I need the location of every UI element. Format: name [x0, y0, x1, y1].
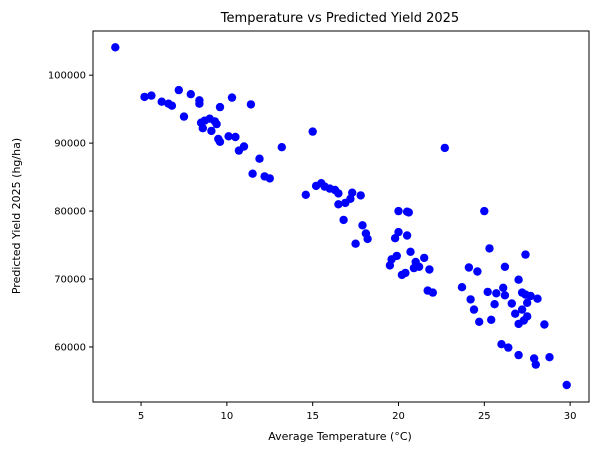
chart-title: Temperature vs Predicted Yield 2025 — [220, 11, 459, 26]
data-point — [231, 132, 240, 142]
data-point — [339, 215, 348, 225]
data-point — [351, 239, 360, 248]
y-tick-label: 90000 — [54, 139, 86, 150]
data-point — [500, 262, 510, 271]
data-point — [469, 305, 479, 314]
data-point — [440, 143, 449, 153]
data-point — [473, 267, 482, 276]
data-point — [356, 191, 365, 200]
y-tick-label: 100000 — [48, 71, 86, 82]
data-point — [523, 298, 532, 307]
data-point — [179, 112, 189, 121]
data-point — [562, 380, 571, 390]
data-point — [255, 154, 264, 163]
data-point — [414, 262, 424, 271]
x-tick-label: 20 — [392, 411, 405, 422]
x-tick-label: 25 — [478, 411, 491, 422]
data-point — [499, 283, 508, 292]
data-point — [511, 309, 520, 318]
data-point — [394, 227, 403, 237]
data-point — [526, 291, 535, 301]
data-point — [521, 250, 530, 259]
data-point — [363, 234, 372, 244]
data-point — [457, 283, 467, 292]
data-point — [533, 294, 542, 303]
data-point — [174, 85, 183, 95]
y-axis-label: Predicted Yield 2025 (hg/ha) — [10, 138, 23, 294]
data-point — [224, 132, 233, 141]
data-point — [402, 231, 412, 240]
data-point — [195, 99, 204, 108]
data-point — [227, 93, 237, 102]
data-point — [466, 295, 475, 304]
data-point — [215, 137, 225, 146]
data-point — [111, 43, 120, 52]
data-point — [334, 200, 343, 209]
data-point — [394, 206, 403, 216]
data-point — [531, 360, 540, 369]
data-point — [348, 188, 357, 197]
data-point — [483, 287, 492, 297]
data-point — [212, 119, 221, 129]
x-axis-label: Average Temperature (°C) — [268, 430, 412, 443]
data-point — [167, 101, 177, 110]
data-point — [425, 265, 434, 274]
data-point — [507, 299, 516, 308]
data-point — [497, 340, 506, 349]
data-point — [517, 305, 527, 314]
y-tick-label: 70000 — [54, 275, 86, 286]
y-tick-label: 60000 — [54, 342, 86, 353]
data-point — [246, 100, 256, 109]
data-point — [485, 244, 494, 253]
x-tick-label: 5 — [138, 411, 144, 422]
data-point — [308, 127, 317, 136]
data-point — [504, 343, 513, 352]
data-point — [545, 353, 554, 362]
data-point — [157, 97, 166, 106]
y-tick-label: 80000 — [54, 207, 86, 218]
data-point — [523, 312, 532, 321]
data-point — [358, 221, 367, 230]
data-point — [392, 251, 401, 261]
data-point — [215, 102, 225, 112]
data-point — [147, 91, 156, 100]
data-point — [401, 268, 410, 278]
data-point — [334, 189, 343, 198]
data-points — [111, 43, 571, 390]
data-point — [514, 350, 523, 360]
data-point — [464, 263, 474, 272]
data-point — [140, 92, 149, 102]
y-axis: 60000 70000 80000 90000 100000 — [48, 71, 93, 353]
data-point — [540, 320, 549, 329]
data-point — [480, 206, 489, 216]
data-point — [198, 124, 207, 133]
data-point — [277, 143, 286, 152]
data-point — [475, 317, 484, 326]
data-point — [390, 234, 400, 243]
data-point — [490, 300, 499, 309]
data-point — [428, 288, 437, 297]
data-point — [420, 253, 429, 263]
data-point — [514, 275, 523, 284]
axes-frame — [92, 30, 590, 403]
data-point — [248, 169, 257, 178]
x-tick-label: 10 — [221, 411, 234, 422]
data-point — [207, 126, 216, 136]
data-point — [265, 174, 274, 183]
data-point — [186, 90, 195, 99]
data-point — [404, 208, 413, 217]
data-point — [500, 291, 510, 300]
data-point — [492, 289, 501, 298]
x-tick-label: 15 — [306, 411, 319, 422]
x-tick-label: 30 — [564, 411, 577, 422]
data-point — [239, 142, 249, 151]
data-point — [406, 247, 415, 256]
data-point — [487, 315, 496, 324]
x-axis: 5 10 15 20 25 30 — [138, 402, 577, 422]
data-point — [301, 190, 310, 199]
